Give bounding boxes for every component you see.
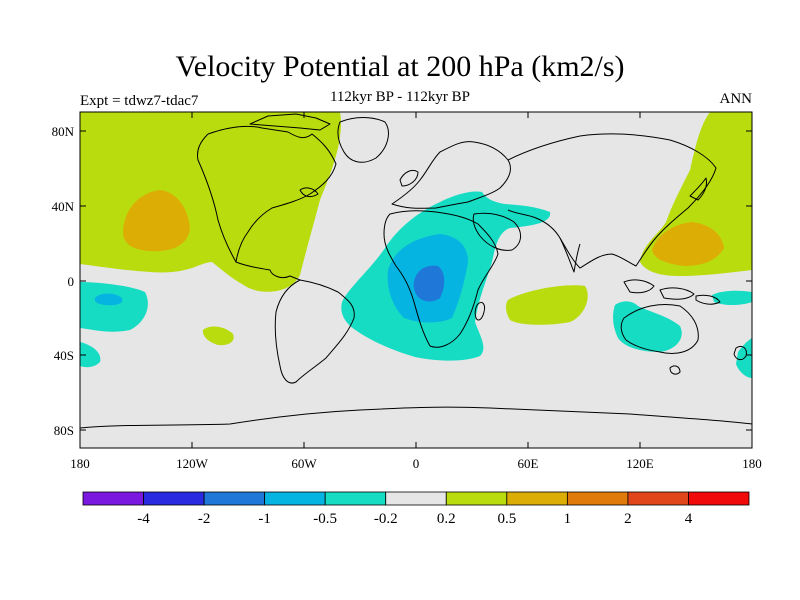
season-label: ANN — [719, 91, 753, 107]
colorbar-label: 2 — [624, 511, 632, 527]
map-title: Velocity Potential at 200 hPa (km2/s) — [175, 50, 625, 83]
colorbar-swatch — [203, 491, 266, 506]
contour-neg-central-pacific — [80, 282, 148, 332]
colorbar-label: -0.5 — [313, 511, 337, 527]
lat-label-80s: 80S — [54, 423, 74, 438]
contour-neg-east-pacific-small — [712, 290, 752, 305]
lat-label-40n: 40N — [52, 199, 75, 214]
lat-label-80n: 80N — [52, 124, 75, 139]
lon-label-180e: 180 — [742, 456, 762, 471]
colorbar-label: -0.2 — [374, 511, 398, 527]
colorbar-swatch — [445, 491, 508, 506]
colorbar-swatch — [82, 491, 144, 506]
lat-axis — [80, 130, 752, 431]
colorbar-label: -4 — [137, 511, 150, 527]
map-panel — [80, 112, 752, 448]
lon-axis — [79, 112, 753, 448]
experiment-label: Expt = tdwz7-tdac7 — [80, 93, 199, 109]
contour-neg-africa-core — [413, 265, 445, 302]
colorbar-label: 4 — [685, 511, 693, 527]
colorbar-label: 0.5 — [497, 511, 516, 527]
lon-label-180w: 180 — [70, 456, 90, 471]
colorbar-label: -1 — [258, 511, 271, 527]
colorbar-swatch — [264, 491, 326, 506]
lat-label-40s: 40S — [54, 348, 74, 363]
contour-pos-west-pacific-max — [652, 222, 724, 266]
map-subtitle: 112kyr BP - 112kyr BP — [329, 89, 470, 105]
lon-label-0: 0 — [413, 456, 420, 471]
contour-neg-pacific-small — [94, 293, 123, 306]
lat-label-0: 0 — [68, 274, 75, 289]
colorbar-label: 1 — [564, 511, 572, 527]
contour-pos-south-pacific — [202, 326, 234, 346]
lon-label-120w: 120W — [176, 456, 209, 471]
colorbar-label: 0.2 — [437, 511, 456, 527]
colorbar-swatch — [688, 491, 750, 506]
lon-label-60w: 60W — [291, 456, 317, 471]
contour-pos-indian-ocean — [505, 285, 588, 325]
colorbar-swatch — [506, 491, 568, 506]
contour-pos-east-pacific-max — [123, 190, 190, 252]
lon-label-120e: 120E — [626, 456, 654, 471]
colorbar-label: -2 — [198, 511, 211, 527]
colorbar-swatch — [566, 491, 629, 506]
colorbar: -4 -2 -1 -0.5 -0.2 0.2 0.5 1 2 4 — [82, 491, 750, 527]
contour-neg-south-pacific-west — [80, 342, 101, 368]
colorbar-swatch — [385, 491, 447, 506]
colorbar-swatch — [627, 491, 689, 506]
colorbar-swatch — [324, 491, 387, 506]
colorbar-swatch — [143, 491, 205, 506]
lon-label-60e: 60E — [518, 456, 539, 471]
coastlines — [80, 113, 752, 429]
